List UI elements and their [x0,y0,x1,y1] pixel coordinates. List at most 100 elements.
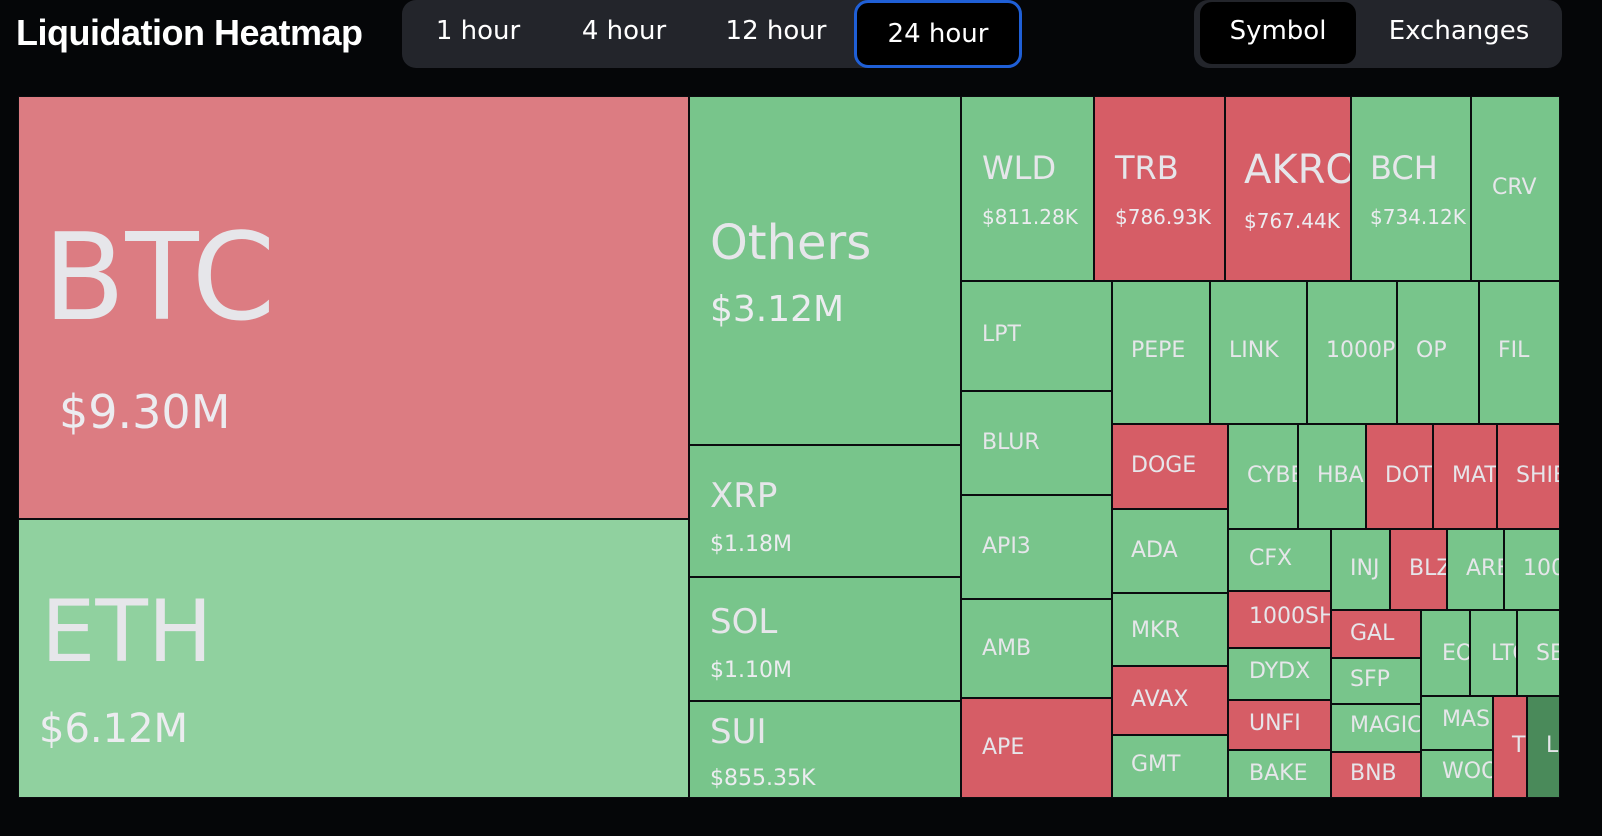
heatmap-tile-crv[interactable]: CRV [1471,96,1560,281]
heatmap-tile-mask[interactable]: MASK [1421,696,1493,750]
timeframe-1-hour-button[interactable]: 1 hour [435,16,521,46]
heatmap-tile-cyber[interactable]: CYBER [1228,424,1298,529]
heatmap-tile-dot[interactable]: DOT [1366,424,1433,529]
heatmap-tile-others[interactable]: Others $3.12M [689,96,961,445]
heatmap-tile-btc[interactable]: BTC $9.30M [18,96,689,519]
heatmap-tile-blz[interactable]: BLZ [1390,529,1447,610]
heatmap-tile-eos[interactable]: EOS [1421,610,1470,696]
tile-symbol: GMT [1131,752,1181,777]
tile-symbol: L [1546,733,1559,758]
liquidation-heatmap: BTC $9.30M ETH $6.12M Others $3.12M XRP $1.18M S… [18,96,1560,798]
heatmap-tile-bnb[interactable]: BNB [1331,752,1421,798]
heatmap-tile-sol[interactable]: SOL $1.10M [689,577,961,701]
heatmap-tile-trb[interactable]: TRB $786.93K [1094,96,1225,281]
tile-symbol: GAL [1350,621,1395,646]
tile-value: $855.35K [710,766,816,791]
heatmap-tile-unfi[interactable]: UNFI [1228,700,1331,750]
tile-symbol: API3 [982,534,1031,559]
heatmap-tile-gal[interactable]: GAL [1331,610,1421,658]
heatmap-tile-1000pepe[interactable]: 1000PEPE [1307,281,1397,424]
heatmap-tile-xrp[interactable]: XRP $1.18M [689,445,961,577]
heatmap-tile-fil[interactable]: FIL [1479,281,1560,424]
heatmap-tile-magic[interactable]: MAGIC [1331,704,1421,752]
heatmap-tile-ltc[interactable]: LTC [1470,610,1517,696]
heatmap-tile-ada[interactable]: ADA [1112,509,1228,593]
heatmap-tile-sfp[interactable]: SFP [1331,658,1421,704]
tile-symbol: BAKE [1249,761,1308,786]
tile-symbol: MATIC [1452,463,1497,488]
tile-symbol: OP [1416,338,1447,363]
tile-value: $767.44K [1244,209,1340,233]
tile-symbol: SHIB [1516,463,1559,488]
heatmap-tile-bch[interactable]: BCH $734.12K [1351,96,1471,281]
tile-symbol: Others [710,215,872,271]
view-mode-selector: Symbol Exchanges [1194,0,1562,68]
tile-symbol: LTC [1491,641,1516,666]
heatmap-tile-eth[interactable]: ETH $6.12M [18,519,689,798]
heatmap-tile-hbar[interactable]: HBAR [1298,424,1366,529]
view-symbol-button[interactable]: Symbol [1200,2,1356,64]
heatmap-tile-avax[interactable]: AVAX [1112,666,1228,735]
heatmap-tile-akro[interactable]: AKRO $767.44K [1225,96,1351,281]
timeframe-selector: 1 hour 4 hour 12 hour 24 hour [402,0,1022,68]
heatmap-tile-1000shib[interactable]: 1000SHIB [1228,591,1331,648]
tile-symbol: T [1512,733,1526,758]
tile-symbol: MAGIC [1350,713,1421,738]
view-exchanges-button[interactable]: Exchanges [1388,16,1530,46]
tile-symbol: BLUR [982,430,1040,455]
tile-symbol: 1000SHIB [1249,604,1330,629]
tile-symbol: BTC [43,209,276,348]
tile-symbol: ETH [41,582,213,682]
heatmap-tile-t[interactable]: T [1493,696,1527,798]
tile-symbol: WOO [1442,759,1493,784]
heatmap-tile-doge[interactable]: DOGE [1112,424,1228,509]
heatmap-tile-wld[interactable]: WLD $811.28K [961,96,1094,281]
tile-symbol: AVAX [1131,687,1189,712]
heatmap-tile-1000[interactable]: 1000 [1504,529,1560,610]
tile-value: $9.30M [59,385,231,439]
tile-value: $811.28K [982,205,1078,229]
tile-value: $1.10M [710,658,792,683]
tile-symbol: SFP [1350,667,1390,692]
heatmap-tile-lpt[interactable]: LPT [961,281,1112,391]
heatmap-tile-sui[interactable]: SUI $855.35K [689,701,961,798]
tile-symbol: INJ [1350,556,1380,581]
heatmap-tile-blur[interactable]: BLUR [961,391,1112,495]
timeframe-24-hour-button[interactable]: 24 hour [854,0,1022,68]
heatmap-tile-api3[interactable]: API3 [961,495,1112,599]
heatmap-tile-bake[interactable]: BAKE [1228,750,1331,798]
heatmap-tile-op[interactable]: OP [1397,281,1479,424]
tile-symbol: DOT [1385,463,1433,488]
heatmap-tile-shib[interactable]: SHIB [1497,424,1560,529]
tile-symbol: EOS [1442,641,1469,666]
tile-value: $786.93K [1115,205,1211,229]
tile-symbol: SEI [1536,641,1559,666]
tile-symbol: BLZ [1409,556,1446,581]
heatmap-tile-ape[interactable]: APE [961,698,1112,798]
timeframe-4-hour-button[interactable]: 4 hour [581,16,667,46]
heatmap-tile-dydx[interactable]: DYDX [1228,648,1331,700]
tile-symbol: AMB [982,636,1032,661]
timeframe-12-hour-button[interactable]: 12 hour [725,16,827,46]
tile-symbol: BNB [1350,761,1397,786]
heatmap-tile-cfx[interactable]: CFX [1228,529,1331,591]
tile-symbol: ARB [1466,556,1503,581]
tile-symbol: ADA [1131,538,1178,563]
tile-symbol: MASK [1442,707,1492,732]
tile-symbol: CFX [1249,546,1293,571]
heatmap-tile-woo[interactable]: WOO [1421,750,1493,798]
tile-value: $3.12M [710,289,845,330]
heatmap-tile-sei[interactable]: SEI [1517,610,1560,696]
heatmap-tile-mkr[interactable]: MKR [1112,593,1228,666]
tile-symbol: DYDX [1249,659,1311,684]
heatmap-tile-link[interactable]: LINK [1210,281,1307,424]
tile-symbol: UNFI [1249,711,1301,736]
heatmap-tile-l[interactable]: L [1527,696,1560,798]
heatmap-tile-amb[interactable]: AMB [961,599,1112,698]
tile-value: $6.12M [39,706,189,752]
heatmap-tile-gmt[interactable]: GMT [1112,735,1228,798]
heatmap-tile-matic[interactable]: MATIC [1433,424,1497,529]
heatmap-tile-inj[interactable]: INJ [1331,529,1390,610]
heatmap-tile-arb[interactable]: ARB [1447,529,1504,610]
heatmap-tile-pepe[interactable]: PEPE [1112,281,1210,424]
